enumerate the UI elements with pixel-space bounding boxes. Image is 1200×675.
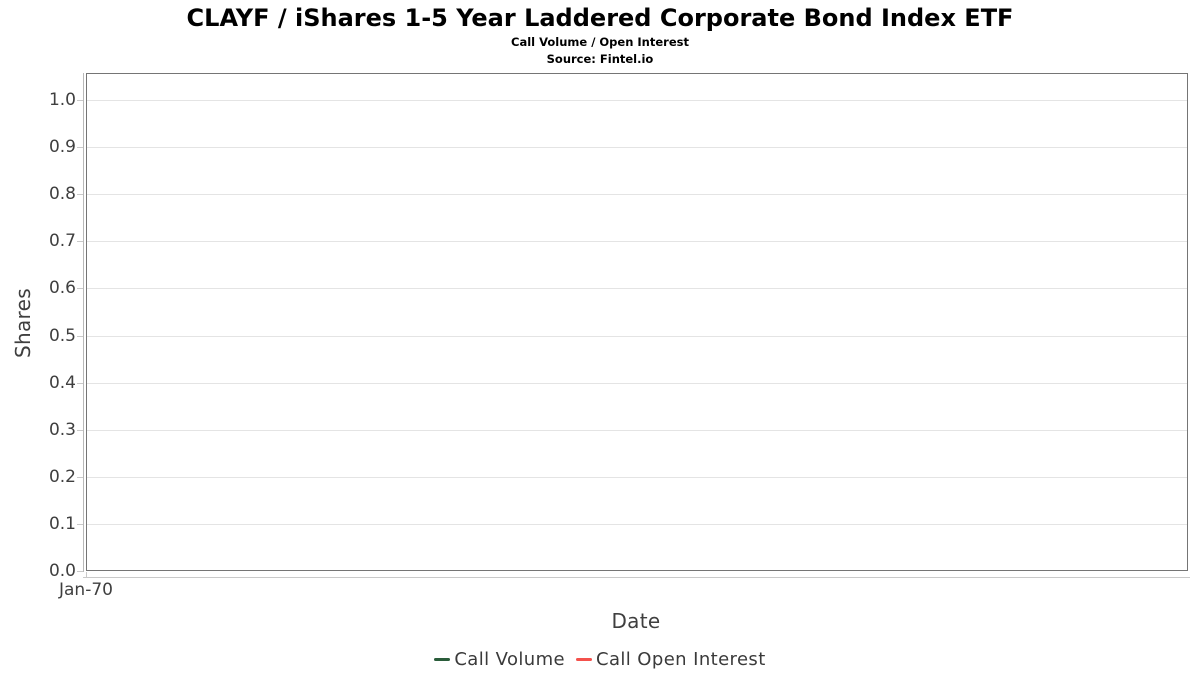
y-tick-mark — [77, 241, 83, 242]
x-axis-title: Date — [611, 609, 661, 633]
legend: Call Volume Call Open Interest — [0, 646, 1200, 672]
legend-item-call-volume[interactable]: Call Volume — [434, 649, 565, 670]
y-tick-mark — [77, 383, 83, 384]
y-tick-mark — [77, 477, 83, 478]
y-tick-label: 0.7 — [48, 231, 76, 251]
y-tick-mark — [77, 100, 83, 101]
plot-area — [86, 73, 1188, 571]
y-tick-mark — [77, 288, 83, 289]
legend-line-icon — [434, 657, 451, 661]
y-tick-label: 0.8 — [48, 184, 76, 204]
chart-subtitle: Call Volume / Open Interest — [511, 35, 689, 49]
y-tick-mark — [77, 524, 83, 525]
gridline — [87, 147, 1187, 148]
y-tick-mark — [77, 336, 83, 337]
gridline — [87, 430, 1187, 431]
y-tick-label: 0.9 — [48, 137, 76, 157]
gridline — [87, 336, 1187, 337]
gridline — [87, 477, 1187, 478]
gridline — [87, 100, 1187, 101]
legend-line-icon — [575, 657, 592, 661]
y-tick-label: 1.0 — [48, 90, 76, 110]
y-tick-label: 0.6 — [48, 278, 76, 298]
y-tick-label: 0.5 — [48, 326, 76, 346]
chart-source: Source: Fintel.io — [546, 52, 654, 66]
y-tick-mark — [77, 147, 83, 148]
y-tick-label: 0.0 — [48, 561, 76, 581]
gridline — [87, 288, 1187, 289]
y-tick-label: 0.1 — [48, 514, 76, 534]
y-tick-mark — [77, 430, 83, 431]
x-tick-mark — [86, 572, 87, 577]
gridline — [87, 524, 1187, 525]
y-tick-label: 0.4 — [48, 373, 76, 393]
legend-label: Call Volume — [454, 648, 565, 670]
x-axis-line — [83, 577, 1190, 578]
y-tick-mark — [77, 571, 83, 572]
y-axis-title: Shares — [11, 288, 35, 358]
legend-item-call-open-interest[interactable]: Call Open Interest — [575, 648, 766, 670]
gridline — [87, 241, 1187, 242]
chart-title: CLAYF / iShares 1-5 Year Laddered Corpor… — [186, 4, 1014, 32]
y-tick-label: 0.2 — [48, 467, 76, 487]
x-tick-label: Jan-70 — [59, 580, 113, 600]
legend-label: Call Open Interest — [595, 648, 766, 670]
gridline — [87, 194, 1187, 195]
y-tick-label: 0.3 — [48, 420, 76, 440]
y-tick-mark — [77, 194, 83, 195]
y-axis-line — [83, 73, 84, 572]
gridline — [87, 383, 1187, 384]
